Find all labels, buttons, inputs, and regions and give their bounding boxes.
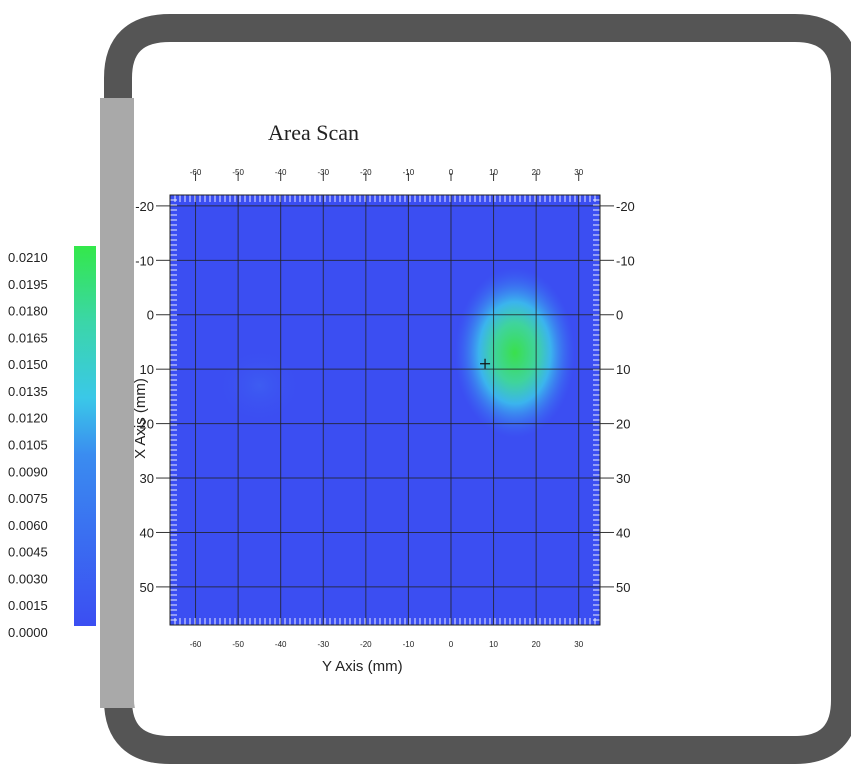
- y-tick-label-left: 10: [140, 362, 154, 377]
- y-tick-label-right: 50: [616, 580, 630, 595]
- colorbar-label: 0.0120: [8, 411, 48, 426]
- x-tick-label-bottom: -30: [317, 640, 329, 649]
- colorbar-label: 0.0075: [8, 491, 48, 506]
- x-tick-label-top: 30: [574, 168, 583, 177]
- secondary-blob: [214, 345, 305, 426]
- colorbar-label: 0.0030: [8, 571, 48, 586]
- x-tick-label-top: 20: [532, 168, 541, 177]
- y-axis-label: X Axis (mm): [131, 378, 149, 459]
- colorbar-label: 0.0135: [8, 384, 48, 399]
- x-tick-label-bottom: 20: [532, 640, 541, 649]
- y-tick-label-right: 0: [616, 308, 623, 323]
- y-tick-label-left: -20: [135, 199, 154, 214]
- x-tick-label-top: -10: [403, 168, 415, 177]
- colorbar-label: 0.0000: [8, 625, 48, 640]
- x-tick-label-bottom: 0: [449, 640, 454, 649]
- y-tick-label-right: 30: [616, 471, 630, 486]
- colorbar-label: 0.0015: [8, 598, 48, 613]
- colorbar-label: 0.0150: [8, 357, 48, 372]
- y-tick-label-right: -10: [616, 253, 635, 268]
- x-tick-label-top: -60: [190, 168, 202, 177]
- x-tick-label-bottom: -50: [232, 640, 244, 649]
- y-tick-label-left: 0: [147, 308, 154, 323]
- x-tick-label-bottom: -40: [275, 640, 287, 649]
- colorbar-label: 0.0045: [8, 545, 48, 560]
- y-tick-label-left: -10: [135, 253, 154, 268]
- grid-lines: [170, 195, 600, 625]
- chart-title: Area Scan: [268, 120, 360, 145]
- position-marker: [480, 358, 491, 369]
- x-tick-labels-top: -60 -50 -40 -30 -20 -10 0 10 20 30: [190, 168, 584, 177]
- x-tick-label-bottom: -10: [403, 640, 415, 649]
- x-tick-label-bottom: -20: [360, 640, 372, 649]
- x-tick-label-top: -20: [360, 168, 372, 177]
- y-tick-labels-right: -20 -10 0 10 20 30 40 50: [616, 199, 635, 595]
- x-tick-label-top: -40: [275, 168, 287, 177]
- plot-border: [169, 194, 601, 626]
- colorbar: [74, 246, 96, 626]
- peak-hotspot: [454, 267, 575, 438]
- colorbar-label: 0.0195: [8, 277, 48, 292]
- x-tick-labels-bottom: -60 -50 -40 -30 -20 -10 0 10 20 30: [190, 640, 584, 649]
- frame-left-bar: [100, 98, 140, 708]
- colorbar-label: 0.0090: [8, 464, 48, 479]
- x-tick-label-bottom: -60: [190, 640, 202, 649]
- colorbar-label: 0.0105: [8, 438, 48, 453]
- x-tick-label-top: 10: [489, 168, 498, 177]
- frame-border: [104, 14, 851, 764]
- y-tick-label-right: 20: [616, 417, 630, 432]
- y-tick-label-left: 40: [140, 525, 154, 540]
- y-tick-label-left: 20: [140, 417, 154, 432]
- x-tick-label-top: 0: [449, 168, 454, 177]
- colorbar-label: 0.0060: [8, 518, 48, 533]
- y-tick-label-right: 10: [616, 362, 630, 377]
- x-tick-label-top: -50: [232, 168, 244, 177]
- y-tick-labels-left: -20 -10 0 10 20 30 40 50: [135, 199, 154, 595]
- y-tick-label-left: 30: [140, 471, 154, 486]
- tick-marks: [156, 173, 614, 626]
- colorbar-label: 0.0180: [8, 304, 48, 319]
- colorbar-label: 0.0165: [8, 330, 48, 345]
- colorbar-labels: 0.0210 0.0195 0.0180 0.0165 0.0150 0.0135 0.01…: [8, 250, 48, 640]
- y-tick-label-right: -20: [616, 199, 635, 214]
- x-tick-label-top: -30: [317, 168, 329, 177]
- x-tick-label-bottom: 30: [574, 640, 583, 649]
- y-tick-label-right: 40: [616, 525, 630, 540]
- x-tick-label-bottom: 10: [489, 640, 498, 649]
- x-axis-label: Y Axis (mm): [322, 658, 403, 675]
- colorbar-label: 0.0210: [8, 250, 48, 265]
- y-tick-label-left: 50: [140, 580, 154, 595]
